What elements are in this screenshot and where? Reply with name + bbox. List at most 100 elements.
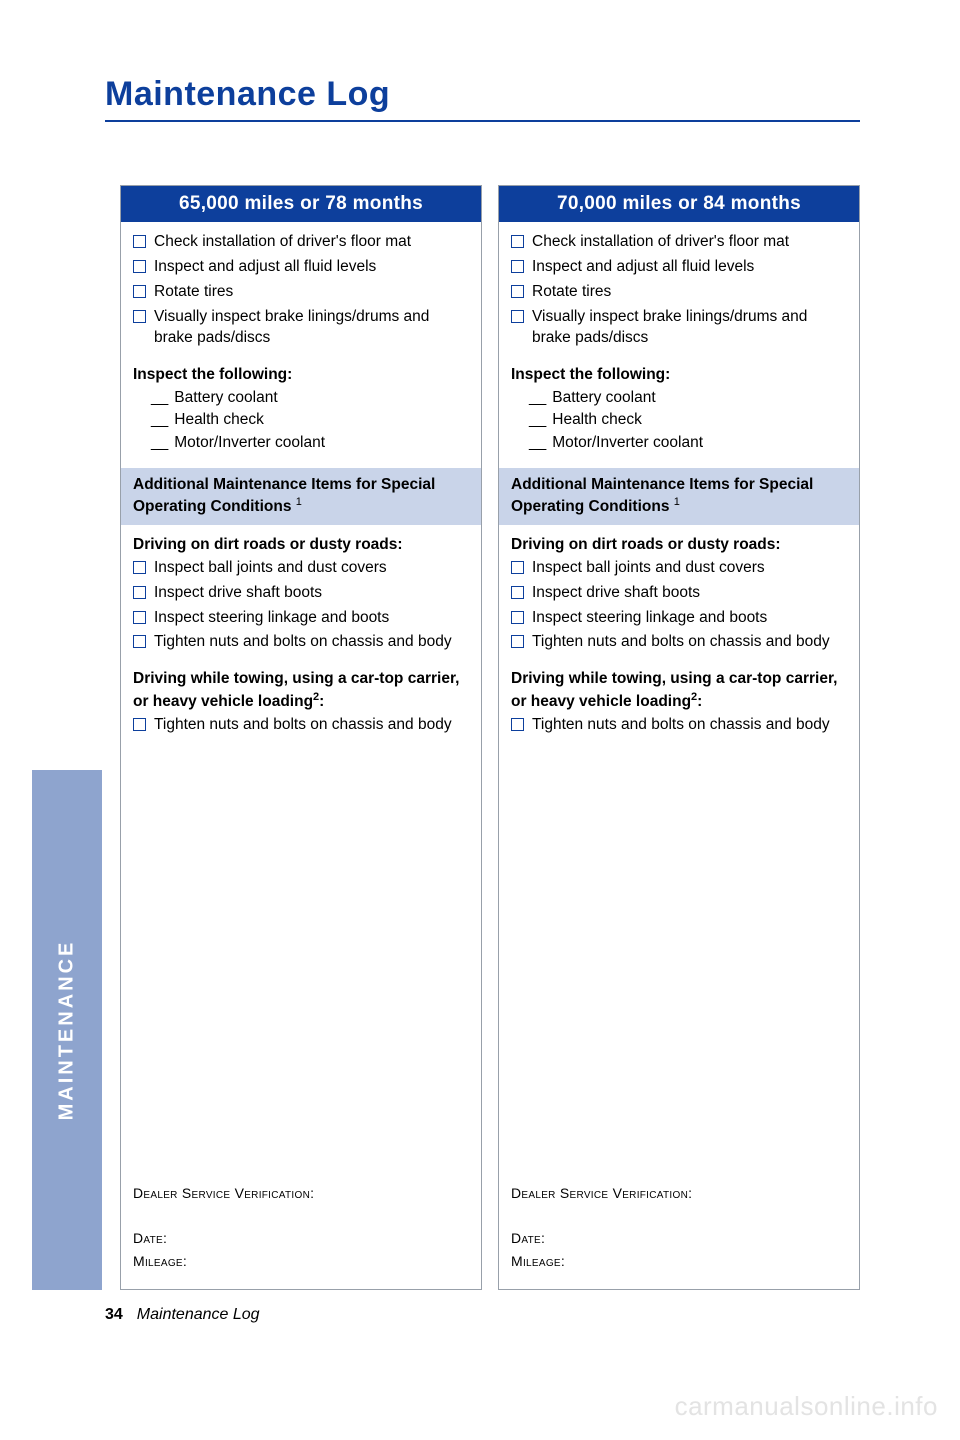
check-text: Inspect and adjust all fluid levels: [532, 257, 847, 278]
inspect-list: __ Battery coolant __ Health check __ Motor…: [511, 388, 847, 457]
column-header: 65,000 miles or 78 months: [121, 186, 481, 222]
checkbox-icon[interactable]: [511, 285, 524, 298]
check-item: Check installation of driver's floor mat: [511, 232, 847, 253]
check-item: Tighten nuts and bolts on chassis and bo…: [511, 715, 847, 736]
inspect-text: Battery coolant: [174, 388, 277, 409]
checkbox-icon[interactable]: [133, 586, 146, 599]
inspect-item: __ Health check: [529, 410, 847, 431]
dealer-verification-label: Dealer Service Verification:: [133, 1184, 469, 1203]
dash-icon: __: [151, 433, 168, 454]
column-body: Check installation of driver's floor mat…: [499, 222, 859, 1289]
cond2-label-text: Driving while towing, using a car-top ca…: [133, 670, 459, 710]
inspect-subhead: Inspect the following:: [133, 365, 469, 386]
special-conditions-header: Additional Maintenance Items for Special…: [499, 468, 859, 524]
check-text: Tighten nuts and bolts on chassis and bo…: [154, 715, 469, 736]
inspect-item: __ Health check: [151, 410, 469, 431]
check-item: Inspect drive shaft boots: [133, 583, 469, 604]
checkbox-icon[interactable]: [133, 260, 146, 273]
cond1-subhead: Driving on dirt roads or dusty roads:: [133, 535, 469, 556]
check-text: Inspect and adjust all fluid levels: [154, 257, 469, 278]
column-body: Check installation of driver's floor mat…: [121, 222, 481, 1289]
inspect-subhead: Inspect the following:: [511, 365, 847, 386]
cond2-check-list: Tighten nuts and bolts on chassis and bo…: [133, 715, 469, 740]
dash-icon: __: [529, 433, 546, 454]
check-item: Inspect ball joints and dust covers: [133, 558, 469, 579]
check-item: Tighten nuts and bolts on chassis and bo…: [133, 632, 469, 653]
title-rule: [105, 120, 860, 122]
inspect-text: Motor/Inverter coolant: [552, 433, 703, 454]
checkbox-icon[interactable]: [133, 561, 146, 574]
checkbox-icon[interactable]: [133, 635, 146, 648]
special-conditions-title: Additional Maintenance Items for Special…: [511, 476, 813, 515]
section-tab: MAINTENANCE: [32, 770, 102, 1290]
inspect-item: __ Motor/Inverter coolant: [529, 433, 847, 454]
cond2-check-list: Tighten nuts and bolts on chassis and bo…: [511, 715, 847, 740]
mileage-label: Mileage:: [511, 1252, 847, 1271]
column-header: 70,000 miles or 84 months: [499, 186, 859, 222]
cond2-subhead: Driving while towing, using a car-top ca…: [133, 669, 469, 713]
page-number: 34: [105, 1306, 123, 1323]
check-text: Check installation of driver's floor mat: [154, 232, 469, 253]
cond1-check-list: Inspect ball joints and dust covers Insp…: [511, 558, 847, 658]
check-item: Inspect and adjust all fluid levels: [511, 257, 847, 278]
checkbox-icon[interactable]: [511, 586, 524, 599]
check-text: Visually inspect brake linings/drums and…: [532, 307, 847, 349]
dash-icon: __: [151, 388, 168, 409]
check-item: Inspect ball joints and dust covers: [511, 558, 847, 579]
inspect-text: Health check: [174, 410, 264, 431]
checkbox-icon[interactable]: [133, 285, 146, 298]
inspect-text: Battery coolant: [552, 388, 655, 409]
check-item: Rotate tires: [511, 282, 847, 303]
check-item: Tighten nuts and bolts on chassis and bo…: [133, 715, 469, 736]
dealer-verification-block: Dealer Service Verification: Date: Milea…: [511, 1184, 847, 1281]
dash-icon: __: [151, 410, 168, 431]
inspect-text: Motor/Inverter coolant: [174, 433, 325, 454]
check-item: Visually inspect brake linings/drums and…: [511, 307, 847, 349]
inspect-text: Health check: [552, 410, 642, 431]
inspect-item: __ Battery coolant: [151, 388, 469, 409]
check-item: Check installation of driver's floor mat: [133, 232, 469, 253]
checkbox-icon[interactable]: [511, 611, 524, 624]
inspect-list: __ Battery coolant __ Health check __ Motor…: [133, 388, 469, 457]
check-text: Inspect steering linkage and boots: [154, 608, 469, 629]
checkbox-icon[interactable]: [511, 260, 524, 273]
footer-text: Maintenance Log: [137, 1306, 260, 1323]
checkbox-icon[interactable]: [511, 561, 524, 574]
dealer-verification-label: Dealer Service Verification:: [511, 1184, 847, 1203]
check-text: Visually inspect brake linings/drums and…: [154, 307, 469, 349]
watermark: carmanualsonline.info: [675, 1391, 938, 1422]
special-conditions-title: Additional Maintenance Items for Special…: [133, 476, 435, 515]
check-item: Visually inspect brake linings/drums and…: [133, 307, 469, 349]
date-label: Date:: [133, 1229, 469, 1248]
dealer-verification-block: Dealer Service Verification: Date: Milea…: [133, 1184, 469, 1281]
check-item: Tighten nuts and bolts on chassis and bo…: [511, 632, 847, 653]
checkbox-icon[interactable]: [133, 235, 146, 248]
check-text: Rotate tires: [532, 282, 847, 303]
checkbox-icon[interactable]: [511, 635, 524, 648]
check-text: Rotate tires: [154, 282, 469, 303]
special-conditions-header: Additional Maintenance Items for Special…: [121, 468, 481, 524]
checkbox-icon[interactable]: [133, 310, 146, 323]
checkbox-icon[interactable]: [511, 310, 524, 323]
check-text: Inspect drive shaft boots: [154, 583, 469, 604]
inspect-item: __ Battery coolant: [529, 388, 847, 409]
date-label: Date:: [511, 1229, 847, 1248]
check-text: Tighten nuts and bolts on chassis and bo…: [532, 715, 847, 736]
mileage-label: Mileage:: [133, 1252, 469, 1271]
check-text: Tighten nuts and bolts on chassis and bo…: [532, 632, 847, 653]
check-text: Tighten nuts and bolts on chassis and bo…: [154, 632, 469, 653]
footnote-ref: 1: [674, 496, 680, 508]
dash-icon: __: [529, 410, 546, 431]
check-text: Check installation of driver's floor mat: [532, 232, 847, 253]
checkbox-icon[interactable]: [511, 718, 524, 731]
checkbox-icon[interactable]: [133, 718, 146, 731]
columns-container: 65,000 miles or 78 months Check installa…: [120, 185, 860, 1290]
check-text: Inspect ball joints and dust covers: [154, 558, 469, 579]
page-footer: 34 Maintenance Log: [105, 1306, 260, 1324]
cond1-subhead: Driving on dirt roads or dusty roads:: [511, 535, 847, 556]
checkbox-icon[interactable]: [133, 611, 146, 624]
checkbox-icon[interactable]: [511, 235, 524, 248]
dash-icon: __: [529, 388, 546, 409]
inspect-item: __ Motor/Inverter coolant: [151, 433, 469, 454]
page-title: Maintenance Log: [105, 75, 390, 114]
